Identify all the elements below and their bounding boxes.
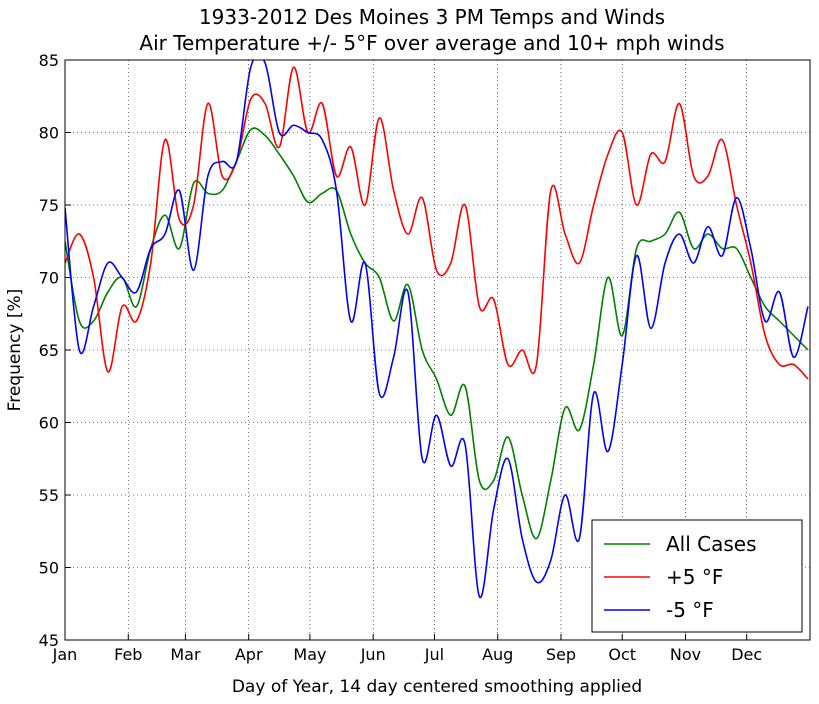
chart-title: 1933-2012 Des Moines 3 PM Temps and Wind…	[199, 5, 665, 29]
x-axis-label: Day of Year, 14 day centered smoothing a…	[232, 677, 642, 697]
x-tick-label: Jul	[424, 645, 444, 664]
x-tick-label: Apr	[235, 645, 263, 664]
y-tick-label: 80	[39, 124, 59, 143]
x-tick-label: Oct	[608, 645, 636, 664]
x-tick-label: Aug	[482, 645, 513, 664]
x-tick-label: Feb	[114, 645, 142, 664]
legend-label: +5 °F	[666, 565, 723, 589]
x-tick-label: Dec	[731, 645, 762, 664]
chart-subtitle: Air Temperature +/- 5°F over average and…	[139, 31, 724, 55]
x-tick-label: May	[293, 645, 326, 664]
y-tick-label: 85	[39, 51, 59, 70]
y-tick-label: 65	[39, 341, 59, 360]
y-tick-label: 55	[39, 486, 59, 505]
legend-box	[591, 519, 803, 633]
y-axis-label: Frequency [%]	[5, 289, 25, 412]
y-tick-label: 45	[39, 631, 59, 650]
x-tick-label: Jan	[52, 645, 78, 664]
y-tick-label: 75	[39, 196, 59, 215]
series-line	[65, 66, 809, 380]
x-tick-label: Sep	[546, 645, 576, 664]
legend-label: -5 °F	[666, 598, 714, 622]
legend-label: All Cases	[666, 532, 757, 556]
y-tick-label: 50	[39, 559, 59, 578]
x-tick-label: Mar	[170, 645, 201, 664]
series-line	[65, 60, 809, 599]
series-line	[65, 127, 809, 540]
x-tick-label: Jun	[360, 645, 386, 664]
x-tick-label: Nov	[670, 645, 701, 664]
y-tick-label: 60	[39, 414, 59, 433]
y-tick-label: 70	[39, 269, 59, 288]
plot-frame	[64, 59, 811, 641]
